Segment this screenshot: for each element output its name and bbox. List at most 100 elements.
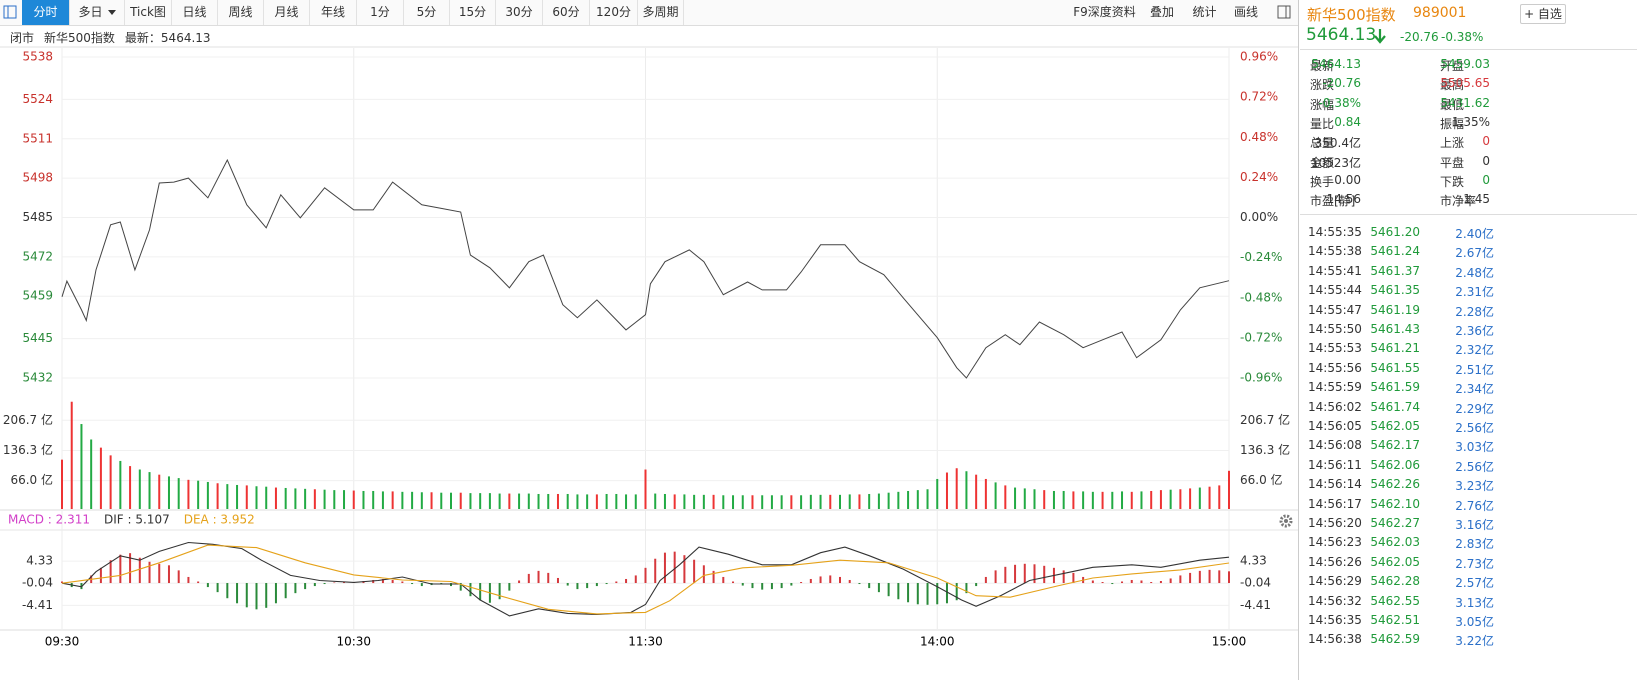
macd-bar (1111, 583, 1114, 585)
toolbar-button[interactable]: 15分 (450, 0, 496, 25)
volume-bar (1179, 489, 1182, 509)
toolbar-button[interactable]: 多周期 (638, 0, 684, 25)
volume-bar (547, 493, 550, 509)
volume-bar (167, 476, 170, 509)
macd-bar (148, 561, 151, 584)
volume-bar (61, 459, 63, 509)
tick-time: 14:55:56 (1308, 360, 1362, 375)
tick-amount: 2.83亿 (1455, 537, 1494, 552)
tick-amount: 2.34亿 (1455, 382, 1494, 397)
volume-bar (352, 490, 355, 509)
toolbar-button[interactable]: 画线 (1233, 5, 1258, 19)
volume-bar (138, 469, 141, 509)
tick-amount: 3.22亿 (1455, 634, 1494, 649)
tick-price: 5462.59 (1370, 632, 1420, 647)
toolbar-button[interactable]: Tick图 (125, 0, 172, 25)
tick-time: 14:56:08 (1308, 438, 1362, 453)
macd-bar (119, 554, 122, 584)
volume-bar (226, 484, 229, 509)
toolbar-button[interactable]: 分时 (22, 0, 70, 25)
toolbar-button[interactable]: 60分 (543, 0, 590, 25)
macd-bar (702, 565, 705, 584)
volume-bar (177, 478, 180, 509)
toolbar-button[interactable]: 月线 (264, 0, 310, 25)
macd-bar (236, 583, 239, 604)
tick-amount: 2.36亿 (1455, 324, 1494, 338)
panel-icon[interactable] (3, 5, 17, 19)
watchlist-button[interactable]: + 自选 (1520, 4, 1566, 24)
macd-bar (109, 560, 112, 584)
volume-bar (654, 493, 657, 509)
volume-bar (1033, 489, 1036, 509)
toolbar-button[interactable]: 1分 (357, 0, 404, 25)
volume-bar (1004, 485, 1007, 509)
volume-bar (1101, 491, 1104, 509)
divider (1300, 49, 1637, 50)
quote-label: 金额 (1310, 155, 1335, 170)
y-tick-label: 5498 (22, 171, 53, 185)
toolbar-button[interactable]: 30分 (496, 0, 543, 25)
toolbar-button[interactable]: 叠加 (1149, 5, 1174, 19)
volume-bar (236, 484, 239, 509)
y-tick-label: 0.00% (1240, 210, 1278, 224)
macd-bar (206, 583, 209, 588)
toolbar-button[interactable]: 120分 (590, 0, 638, 25)
volume-bar (362, 490, 365, 509)
volume-bar (955, 468, 958, 509)
quote-label: 上涨 (1440, 136, 1465, 151)
volume-bar (663, 493, 666, 509)
volume-bar (877, 493, 880, 509)
quote-value: 14.56 (1326, 192, 1361, 207)
y-tick-label: 0.24% (1240, 170, 1278, 184)
macd-bar (527, 573, 530, 584)
panel-icon[interactable] (1277, 5, 1291, 19)
macd-bar (897, 583, 900, 600)
tick-time: 14:56:32 (1308, 593, 1362, 608)
volume-bar (1169, 489, 1172, 509)
side-panel: 新华500指数 989001 + 自选 5464.13 -20.76 -0.38… (1300, 0, 1637, 680)
tick-amount: 2.56亿 (1455, 421, 1494, 435)
tick-price: 5461.43 (1370, 322, 1420, 336)
toolbar-button[interactable]: 5分 (404, 0, 450, 25)
tick-price: 5462.06 (1370, 457, 1420, 472)
macd-bar (965, 583, 968, 594)
macd-bar (245, 583, 248, 608)
macd-bar (625, 578, 628, 584)
toolbar-button[interactable]: 统计 (1192, 5, 1217, 19)
quote-value: 5459.03 (1440, 57, 1490, 71)
quote-value: 5505.65 (1440, 76, 1490, 91)
volume-bar (197, 480, 200, 509)
volume-bar (158, 474, 161, 509)
volume-bar (265, 486, 268, 509)
macd-bar (167, 565, 170, 584)
tick-time: 14:56:11 (1308, 457, 1362, 472)
volume-bar (780, 495, 783, 509)
tick-time: 14:56:17 (1308, 496, 1362, 511)
change-pct: -0.38% (1441, 30, 1484, 44)
volume-bar (693, 494, 696, 509)
macd-bar (508, 583, 511, 591)
y-tick-label: 5524 (22, 92, 53, 106)
macd-bar (654, 558, 657, 584)
tick-price: 5461.37 (1370, 263, 1420, 278)
y-tick-label: 0.72% (1240, 90, 1278, 104)
settings-icon[interactable] (1279, 514, 1293, 528)
index-name: 新华500指数 (1307, 6, 1396, 24)
y-tick-label: -0.72% (1240, 330, 1282, 344)
tick-amount: 3.05亿 (1455, 615, 1494, 629)
toolbar-button[interactable]: F9深度资料 (1073, 5, 1136, 19)
volume-bar (459, 492, 462, 509)
toolbar-button[interactable]: 多日 (70, 0, 125, 25)
macd-bar (751, 583, 754, 589)
volume-bar (119, 460, 122, 509)
volume-bar (1159, 490, 1162, 509)
x-tick-label: 10:30 (336, 635, 371, 649)
toolbar-button[interactable]: 年线 (310, 0, 357, 25)
toolbar-button[interactable]: 周线 (218, 0, 264, 25)
tick-time: 14:56:05 (1308, 419, 1362, 433)
tick-time: 14:56:14 (1308, 477, 1362, 492)
toolbar-button[interactable]: 日线 (172, 0, 218, 25)
macd-bar (1150, 582, 1153, 584)
quote-label: 平盘 (1440, 155, 1465, 170)
quote-value: 1.35% (1451, 114, 1490, 129)
